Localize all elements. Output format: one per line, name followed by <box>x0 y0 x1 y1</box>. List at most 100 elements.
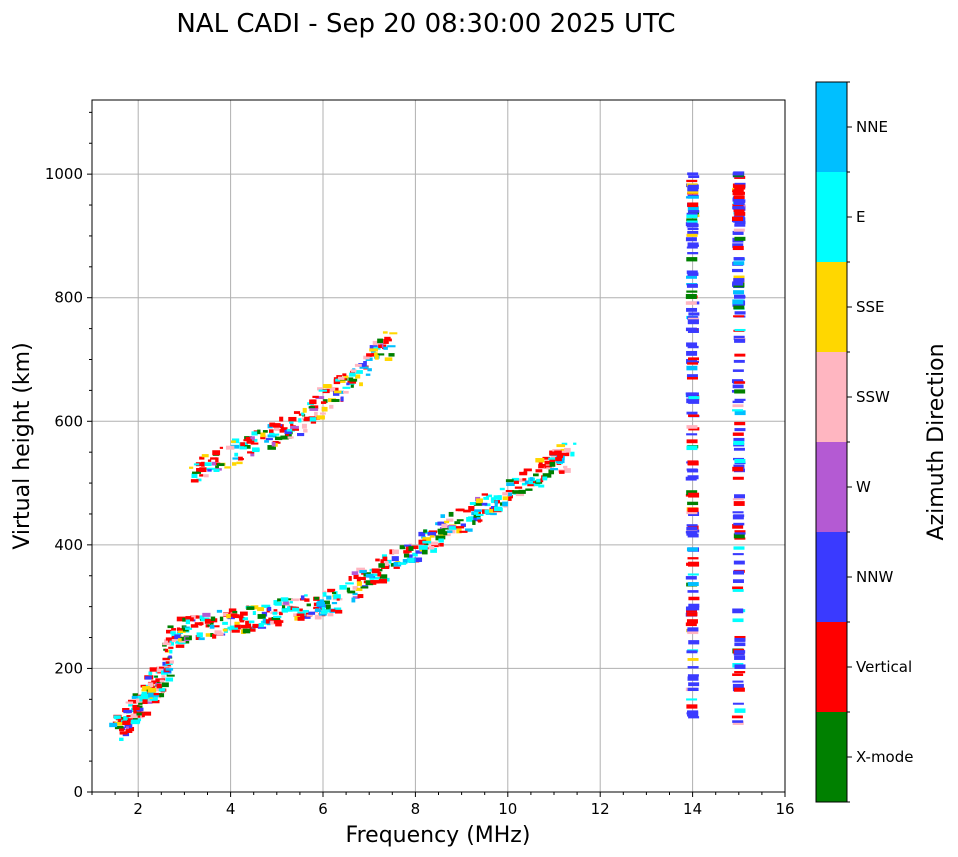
echo-mark <box>686 530 698 536</box>
echo-mark <box>687 666 699 669</box>
echo-mark <box>136 707 144 712</box>
echo-mark <box>685 301 697 305</box>
echo-mark <box>490 512 497 516</box>
echo-mark <box>174 634 181 640</box>
echo-mark <box>122 720 131 725</box>
echo-mark <box>257 626 267 629</box>
echo-mark <box>686 222 698 228</box>
echo-mark <box>348 576 352 581</box>
echo-mark <box>455 526 465 529</box>
echo-mark <box>732 498 744 501</box>
echo-mark <box>238 615 244 619</box>
echo-mark <box>164 648 169 653</box>
echo-mark <box>733 201 745 206</box>
echo-mark <box>494 500 498 505</box>
echo-mark <box>126 715 133 718</box>
echo-mark <box>445 533 451 537</box>
echo-mark <box>260 432 266 438</box>
echo-mark <box>481 502 488 506</box>
echo-mark <box>331 591 337 594</box>
echo-mark <box>377 571 382 577</box>
echo-mark <box>402 559 408 564</box>
echo-mark <box>734 398 746 401</box>
echo-mark <box>290 422 294 428</box>
echo-mark <box>289 601 293 604</box>
echo-mark <box>148 692 154 698</box>
echo-mark <box>687 469 699 473</box>
echo-mark <box>686 510 698 515</box>
echo-mark <box>293 411 301 414</box>
echo-mark <box>245 436 251 440</box>
echo-mark <box>685 622 697 627</box>
echo-mark <box>178 636 187 641</box>
echo-mark <box>383 346 388 350</box>
echo-mark <box>302 407 307 413</box>
echo-mark <box>686 612 698 617</box>
echo-mark <box>556 460 565 464</box>
echo-mark <box>176 632 181 636</box>
echo-mark <box>136 712 145 716</box>
echo-mark <box>686 609 698 613</box>
echo-mark <box>239 620 245 623</box>
echo-mark <box>687 573 699 576</box>
echo-mark <box>408 554 413 558</box>
echo-mark <box>352 596 360 599</box>
echo-mark <box>483 496 490 500</box>
echo-mark <box>397 562 407 565</box>
echo-mark <box>686 257 698 262</box>
echo-mark <box>686 365 698 371</box>
echo-mark <box>686 246 698 249</box>
echo-mark <box>346 382 350 386</box>
echo-mark <box>470 516 479 522</box>
echo-mark <box>686 290 698 293</box>
echo-mark <box>734 637 746 642</box>
echo-mark <box>391 556 399 562</box>
echo-mark <box>164 666 172 669</box>
echo-mark <box>168 646 174 649</box>
echo-mark <box>335 609 343 614</box>
echo-mark <box>732 230 744 235</box>
echo-mark <box>252 623 260 629</box>
echo-mark <box>549 459 556 464</box>
echo-mark <box>437 528 446 533</box>
echo-mark <box>687 195 699 199</box>
echo-mark <box>127 718 134 722</box>
echo-mark <box>422 540 432 544</box>
echo-mark <box>267 606 272 612</box>
echo-mark <box>523 468 532 472</box>
echo-mark <box>555 457 562 462</box>
echo-mark <box>523 471 528 475</box>
echo-mark <box>130 719 140 725</box>
echo-mark <box>210 633 214 637</box>
echo-mark <box>733 464 745 469</box>
echo-mark <box>508 496 512 501</box>
echo-mark <box>734 650 746 654</box>
echo-mark <box>236 461 243 465</box>
colorbar-label: Azimuth Direction <box>924 343 949 540</box>
echo-mark <box>399 545 406 550</box>
colorbar-tick-label: W <box>856 478 871 496</box>
echo-mark <box>191 473 198 478</box>
echo-mark <box>533 483 541 487</box>
echo-mark <box>686 350 698 356</box>
echo-mark <box>688 682 700 687</box>
echo-mark <box>685 237 697 242</box>
echo-mark <box>297 432 305 437</box>
x-tick-label: 10 <box>498 800 517 818</box>
echo-mark <box>314 411 318 417</box>
echo-mark <box>316 415 325 420</box>
echo-mark <box>733 437 745 442</box>
echo-mark <box>205 624 210 628</box>
echo-mark <box>301 412 305 416</box>
echo-mark <box>352 586 359 590</box>
echo-mark <box>312 395 319 398</box>
echo-mark <box>159 666 165 671</box>
echo-mark <box>687 557 699 560</box>
echo-mark <box>431 543 439 548</box>
echo-mark <box>351 597 356 603</box>
echo-mark <box>280 597 289 602</box>
echo-mark <box>250 453 255 457</box>
colorbar: X-mode Vertical NNW W SSW SSE E NNE <box>815 81 913 803</box>
echo-mark <box>207 469 212 472</box>
